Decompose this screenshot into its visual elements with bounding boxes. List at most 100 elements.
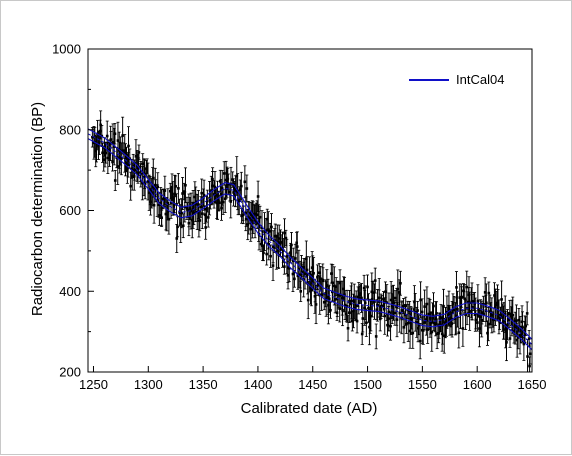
- data-point: [187, 193, 191, 228]
- data-point: [313, 282, 317, 303]
- data-point: [419, 281, 423, 319]
- data-point: [213, 171, 217, 203]
- data-point: [470, 294, 474, 321]
- data-point: [428, 299, 432, 338]
- data-point: [166, 188, 170, 218]
- data-point: [244, 211, 248, 227]
- data-point: [396, 269, 400, 309]
- data-point: [113, 170, 117, 191]
- x-tick-label: 1550: [408, 377, 437, 392]
- legend: IntCal04: [409, 72, 504, 87]
- data-point: [387, 292, 391, 332]
- axes: 1250 1300 1350 1400 1450 1500 1550 1600 1650 200 4…: [52, 42, 546, 393]
- data-point: [360, 283, 364, 313]
- data-point: [398, 270, 402, 296]
- data-point: [180, 198, 184, 229]
- data-point: [121, 142, 125, 159]
- curve-mean: [87, 133, 533, 345]
- data-point: [488, 294, 492, 329]
- data-point: [350, 282, 354, 320]
- x-tick-label: 1250: [79, 377, 108, 392]
- data-point: [269, 244, 273, 268]
- data-point: [286, 261, 290, 290]
- x-tick-label: 1350: [189, 377, 218, 392]
- y-tick-label: 200: [59, 365, 81, 380]
- data-point: [369, 300, 373, 332]
- data-point: [461, 310, 465, 347]
- data-point: [418, 322, 422, 360]
- data-point: [457, 317, 461, 349]
- data-point: [299, 280, 303, 302]
- data-point: [468, 291, 472, 331]
- data-point: [181, 177, 185, 210]
- data-point: [486, 307, 490, 342]
- data-point: [328, 301, 332, 319]
- data-point: [508, 299, 512, 328]
- data-point: [347, 290, 351, 313]
- data-point: [137, 144, 141, 161]
- data-point: [95, 135, 99, 163]
- data-point: [251, 201, 255, 234]
- data-point: [505, 309, 509, 341]
- y-tick-label: 1000: [52, 42, 81, 57]
- data-point: [432, 314, 436, 331]
- x-tick-label: 1600: [463, 377, 492, 392]
- data-point: [222, 161, 226, 186]
- data-point: [239, 171, 243, 201]
- y-tick-label: 800: [59, 122, 81, 137]
- data-point: [525, 301, 529, 326]
- data-point: [373, 267, 377, 294]
- data-point: [375, 289, 379, 322]
- data-point: [515, 322, 519, 358]
- data-point: [176, 173, 180, 204]
- x-tick-label: 1400: [243, 377, 272, 392]
- data-point: [283, 218, 287, 248]
- x-axis-title: Calibrated date (AD): [241, 400, 378, 417]
- calibration-curve: [87, 128, 533, 351]
- data-point: [225, 166, 229, 198]
- data-point: [498, 306, 502, 325]
- x-tick-label: 1500: [353, 377, 382, 392]
- data-point: [217, 190, 221, 212]
- x-tick-label: 1450: [298, 377, 327, 392]
- data-point: [220, 169, 224, 206]
- y-tick-label: 400: [59, 284, 81, 299]
- data-point: [331, 264, 335, 302]
- data-point: [160, 209, 164, 226]
- data-point: [173, 174, 177, 214]
- data-point: [269, 213, 273, 241]
- data-point: [295, 231, 299, 262]
- data-point: [366, 293, 370, 323]
- data-point: [364, 308, 368, 337]
- data-point: [357, 282, 361, 315]
- data-point: [265, 242, 269, 266]
- data-point: [322, 294, 326, 311]
- data-point: [455, 290, 459, 328]
- data-point: [374, 323, 378, 350]
- data-point: [271, 230, 275, 264]
- data-point: [255, 200, 259, 230]
- data-point: [373, 283, 377, 320]
- data-point: [508, 329, 512, 348]
- data-point: [247, 200, 251, 235]
- y-tick-label: 600: [59, 203, 81, 218]
- y-axis-title: Radiocarbon determination (BP): [29, 102, 46, 316]
- data-point: [224, 160, 228, 200]
- data-point: [438, 312, 442, 333]
- data-point: [303, 258, 307, 290]
- data-point: [460, 286, 464, 308]
- data-point: [245, 174, 249, 203]
- x-tick-label: 1300: [134, 377, 163, 392]
- data-point: [496, 289, 500, 320]
- data-point: [497, 299, 501, 335]
- data-point: [192, 201, 196, 226]
- curve-lower-bound: [87, 138, 533, 351]
- curve-upper-bound: [87, 128, 533, 340]
- data-point: [219, 194, 223, 221]
- data-point: [321, 267, 325, 295]
- legend-label: IntCal04: [456, 72, 504, 87]
- data-point: [400, 300, 404, 321]
- data-point: [243, 165, 247, 199]
